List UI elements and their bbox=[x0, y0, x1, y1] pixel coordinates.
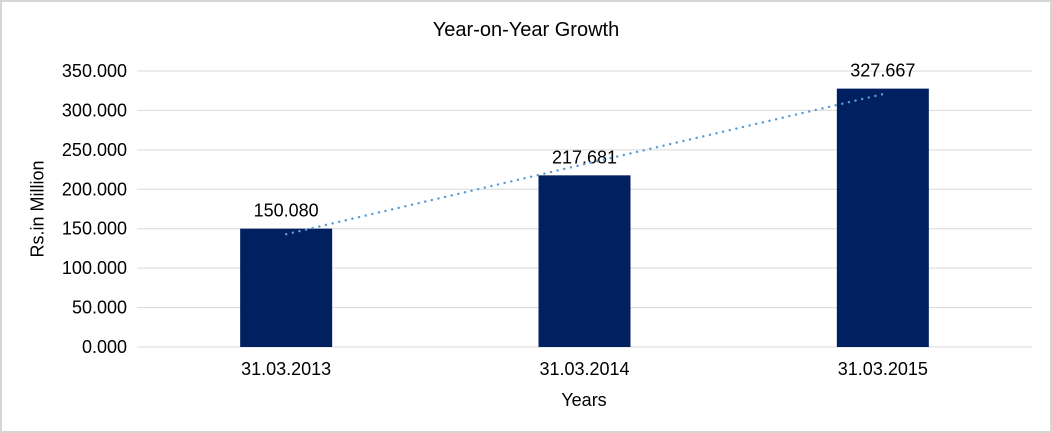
data-label: 217.681 bbox=[552, 147, 617, 167]
data-label: 327.667 bbox=[850, 61, 915, 81]
x-tick-label: 31.03.2014 bbox=[539, 359, 629, 379]
bar bbox=[836, 88, 929, 347]
x-axis-title: Years bbox=[561, 390, 607, 410]
y-tick-label: 200.000 bbox=[62, 179, 127, 199]
y-tick-label: 0.000 bbox=[82, 337, 127, 357]
data-label: 150.080 bbox=[254, 201, 319, 221]
y-tick-label: 250.000 bbox=[62, 140, 127, 160]
y-tick-label: 50.000 bbox=[72, 298, 127, 318]
y-tick-label: 350.000 bbox=[62, 61, 127, 81]
bar bbox=[240, 228, 333, 347]
bar bbox=[538, 175, 631, 347]
trendline bbox=[284, 92, 885, 236]
y-tick-label: 300.000 bbox=[62, 100, 127, 120]
x-tick-label: 31.03.2015 bbox=[838, 359, 928, 379]
y-tick-label: 100.000 bbox=[62, 258, 127, 278]
y-tick-label: 150.000 bbox=[62, 219, 127, 239]
chart-title: Year-on-Year Growth bbox=[432, 19, 620, 41]
x-tick-label: 31.03.2013 bbox=[241, 359, 331, 379]
